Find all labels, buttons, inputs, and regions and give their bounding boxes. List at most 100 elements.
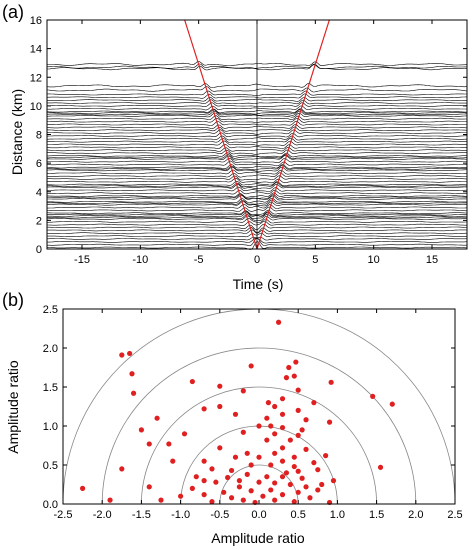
reference-circle [219, 464, 299, 505]
scatter-point [181, 431, 188, 437]
moveout-line [256, 19, 330, 250]
panel-a-xtick-label: -15 [74, 254, 90, 266]
scatter-point [264, 437, 270, 443]
scatter-point [268, 423, 274, 429]
reference-circle [141, 386, 377, 505]
panel-b-reference-circles [62, 308, 456, 505]
panel-b-ytick-label: 0.5 [43, 460, 58, 472]
scatter-point [283, 375, 290, 381]
scatter-point [209, 499, 215, 505]
scatter-point [330, 478, 337, 484]
scatter-point [146, 484, 152, 490]
panel-b: (b) -2.5 -2.0 -1.5 -1.0 -0.5 0.0 0.5 1.0 1.5 2.0 2… [2, 290, 463, 546]
scatter-point [127, 350, 133, 357]
scatter-point [279, 474, 286, 480]
scatter-point [377, 464, 384, 470]
scatter-point [244, 450, 250, 456]
panel-a-xtick-label: -10 [132, 254, 148, 266]
scatter-point [240, 388, 246, 394]
scatter-point [248, 488, 254, 494]
scatter-point [265, 400, 272, 406]
scatter-point [119, 352, 125, 358]
scatter-point [299, 475, 305, 481]
scatter-point [311, 400, 317, 406]
scatter-point [319, 481, 325, 488]
scatter-point [256, 479, 262, 485]
panel-b-ytick-label: 0.0 [43, 499, 58, 511]
panel-a-ytick-label: 16 [30, 15, 42, 27]
scatter-point [232, 411, 239, 417]
panel-b-frame [62, 308, 456, 505]
panel-b-xtick-label: -2.0 [93, 509, 112, 521]
scatter-point [370, 393, 376, 399]
panel-a-ytick-label: 14 [30, 44, 42, 56]
reference-circle [62, 308, 456, 505]
scatter-point [138, 427, 144, 433]
scatter-point [189, 485, 195, 491]
scatter-point [228, 495, 235, 501]
scatter-point [256, 423, 262, 429]
scatter-point [276, 319, 282, 325]
scatter-point [225, 474, 231, 481]
scatter-point [240, 429, 246, 435]
scatter-point [272, 480, 278, 486]
panel-a: (a) -15 -10 -5 0 5 10 15 0 2 4 6 8 10 12 14 16 Time (s)… [2, 2, 468, 292]
scatter-point [248, 462, 254, 468]
scatter-point [279, 424, 286, 431]
panel-a-ylabel: Distance (km) [9, 89, 25, 175]
panel-a-xtick-label: 10 [368, 254, 380, 266]
panel-b-xtick-label: 2.5 [447, 509, 462, 521]
scatter-point [295, 387, 301, 393]
panel-b-ytick-label: 1.0 [43, 421, 58, 433]
panel-b-xtick-label: 0.0 [251, 509, 266, 521]
panel-b-ytick-label: 2.0 [43, 343, 58, 355]
scatter-point [328, 379, 334, 385]
panel-b-ytick-label: 2.5 [43, 304, 58, 316]
panel-a-ytick-label: 0 [36, 244, 42, 256]
panel-a-ytick-label: 10 [30, 101, 42, 113]
scatter-point [303, 484, 309, 490]
scatter-point [260, 493, 266, 499]
scatter-point [217, 445, 223, 451]
scatter-point [228, 467, 235, 474]
scatter-point [248, 363, 254, 369]
scatter-point [272, 431, 278, 437]
scatter-point [295, 407, 301, 413]
scatter-point [279, 458, 286, 464]
scatter-point [146, 441, 152, 447]
scatter-point [295, 489, 301, 495]
panel-a-ytick-label: 2 [36, 215, 42, 227]
scatter-point [209, 466, 215, 472]
panel-b-ytick-label: 1.5 [43, 382, 58, 394]
scatter-point [287, 437, 293, 443]
scatter-point [279, 492, 286, 498]
scatter-point [286, 364, 292, 371]
panel-a-ytick-label: 12 [30, 72, 42, 84]
scatter-point [166, 441, 172, 447]
moveout-line [184, 19, 258, 250]
scatter-point [268, 462, 274, 468]
scatter-point [315, 487, 321, 493]
panel-b-xtick-label: -0.5 [210, 509, 229, 521]
scatter-point [217, 403, 223, 410]
panel-a-axes: -15 -10 -5 0 5 10 15 0 2 4 6 8 10 12 14 16 [30, 15, 468, 266]
scatter-point [279, 396, 286, 402]
panel-a-xtick-label: 15 [426, 254, 438, 266]
panel-a-ytick-label: 4 [36, 187, 42, 199]
panel-b-ylabel: Amplitude ratio [5, 360, 21, 454]
scatter-point [119, 466, 125, 472]
panel-a-moveout-lines [184, 19, 330, 250]
scatter-point [193, 474, 199, 480]
scatter-point [279, 445, 286, 451]
panel-a-xtick-label: -5 [194, 254, 204, 266]
panel-b-xtick-label: -1.0 [171, 509, 190, 521]
scatter-point [154, 415, 160, 421]
scatter-point [129, 371, 135, 377]
scatter-point [268, 487, 274, 493]
scatter-point [189, 378, 195, 385]
panel-b-xtick-label: -1.5 [132, 509, 151, 521]
scatter-point [236, 484, 242, 490]
panel-b-xtick-label: 0.5 [291, 509, 306, 521]
scatter-point [293, 359, 299, 365]
